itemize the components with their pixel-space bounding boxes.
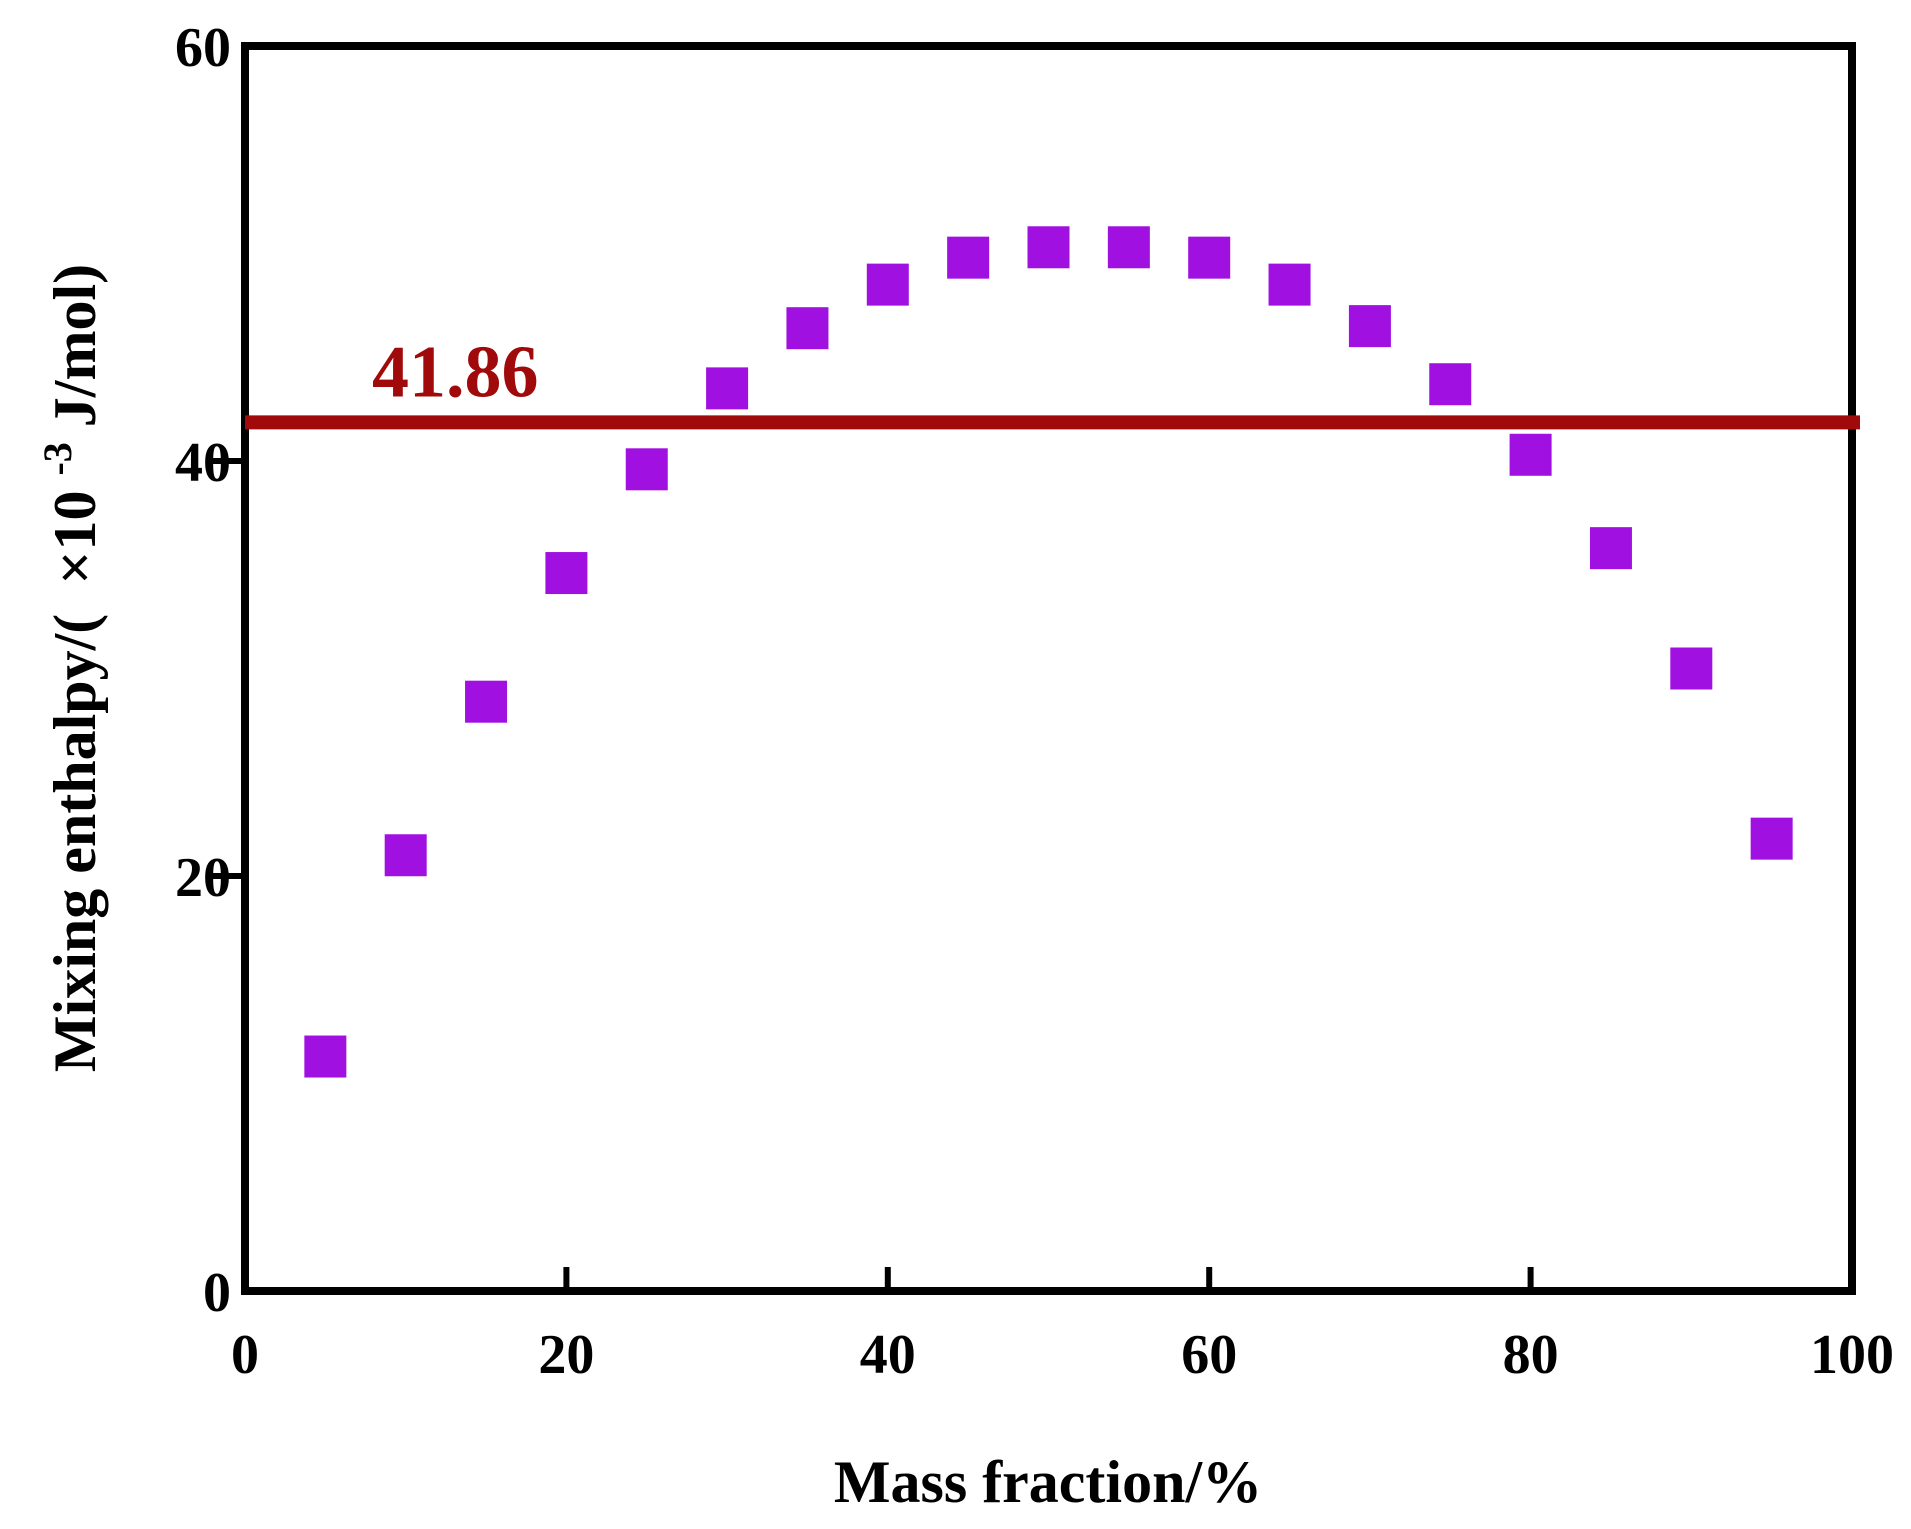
data-point: [706, 367, 749, 410]
data-point: [1107, 226, 1150, 269]
axis-ticks: 0 20 40 60 80 100 0 20 40 60: [175, 17, 1894, 1386]
x-tick-label: 20: [538, 1324, 594, 1386]
data-point: [625, 448, 668, 491]
data-point: [465, 680, 508, 723]
data-point: [1509, 433, 1552, 476]
data-point: [1429, 363, 1472, 406]
data-points: [304, 226, 1793, 1078]
x-tick-label: 40: [860, 1324, 916, 1386]
y-tick-label: 40: [175, 432, 231, 494]
data-point: [786, 307, 829, 350]
y-tick-label: 60: [175, 17, 231, 79]
data-point: [1027, 226, 1070, 269]
y-axis-title-exponent: -3: [35, 442, 80, 475]
x-tick-label: 100: [1810, 1324, 1894, 1386]
y-tick-label: 20: [175, 847, 231, 909]
data-point: [1670, 647, 1713, 690]
y-axis-title-main: Mixing enthalpy/(: [42, 614, 108, 1072]
data-point: [866, 263, 909, 306]
data-point: [947, 236, 990, 279]
reference-line-label: 41.86: [372, 331, 539, 413]
data-point: [304, 1035, 347, 1078]
x-tick-label: 0: [231, 1324, 259, 1386]
reference-line-group: 41.86: [245, 331, 1860, 430]
y-tick-label: 0: [203, 1262, 231, 1324]
y-axis-title-multiplier: ×10: [42, 491, 108, 585]
x-tick-label: 80: [1503, 1324, 1559, 1386]
data-point: [1188, 236, 1231, 279]
data-point: [384, 834, 427, 877]
x-tick-label: 60: [1181, 1324, 1237, 1386]
y-axis-title-unit: J/mol): [42, 264, 108, 427]
y-axis-title: Mixing enthalpy/( ×10 -3 J/mol): [18, 264, 108, 1072]
data-point: [1589, 527, 1632, 570]
data-point: [1348, 305, 1391, 348]
data-point: [1268, 263, 1311, 306]
data-point: [1750, 817, 1793, 860]
plot-frame: [241, 42, 1856, 1295]
data-point: [545, 552, 588, 595]
x-axis-title: Mass fraction/%: [834, 1449, 1262, 1515]
